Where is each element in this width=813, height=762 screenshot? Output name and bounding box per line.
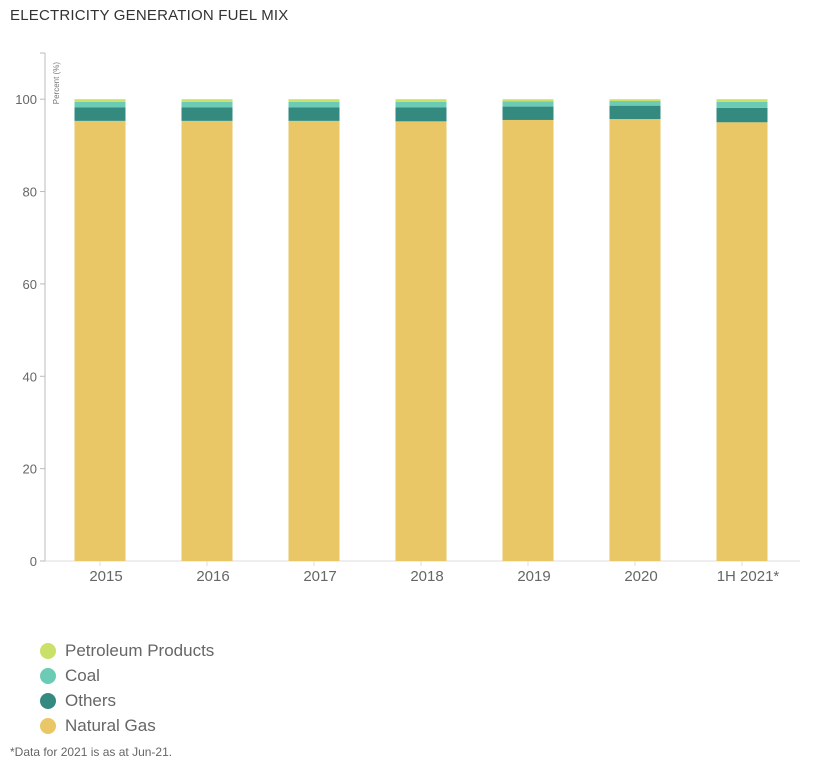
legend-item[interactable]: Coal — [40, 663, 214, 688]
legend-item[interactable]: Others — [40, 688, 214, 713]
legend-item[interactable]: Natural Gas — [40, 713, 214, 738]
bar-segment-coal[interactable] — [395, 101, 447, 108]
bar-segment-coal[interactable] — [74, 101, 126, 108]
bar-segment-others[interactable] — [502, 106, 554, 120]
legend: Petroleum Products Coal Others Natural Gas — [40, 638, 214, 738]
bar-segment-coal[interactable] — [181, 101, 233, 108]
bar-segment-petroleum-products[interactable] — [716, 99, 768, 102]
x-tick-label: 1H 2021* — [717, 568, 780, 585]
legend-label: Coal — [65, 665, 100, 685]
bar-segment-natural-gas[interactable] — [395, 121, 447, 561]
bar-segment-coal[interactable] — [609, 101, 661, 106]
bar-segment-others[interactable] — [181, 107, 233, 121]
legend-swatch — [40, 667, 56, 684]
y-tick-label: 20 — [23, 462, 37, 477]
bar-segment-natural-gas[interactable] — [288, 120, 340, 562]
bar-segment-others[interactable] — [74, 107, 126, 121]
x-tick-label: 2019 — [517, 568, 550, 585]
bar-segment-petroleum-products[interactable] — [609, 99, 661, 102]
x-tick-label: 2015 — [89, 568, 122, 585]
bar-segment-natural-gas[interactable] — [502, 119, 554, 562]
x-tick-label: 2017 — [303, 568, 336, 585]
bar-segment-others[interactable] — [716, 107, 768, 123]
legend-swatch — [40, 692, 56, 709]
bar-segment-petroleum-products[interactable] — [502, 99, 554, 102]
y-tick-label: 60 — [23, 277, 37, 292]
bar-segment-natural-gas[interactable] — [609, 119, 661, 561]
footnote: *Data for 2021 is as at Jun-21. — [10, 745, 173, 759]
y-tick-label: 40 — [23, 369, 37, 384]
bar-segment-others[interactable] — [288, 107, 340, 121]
x-tick-label: 2020 — [624, 568, 657, 585]
bar-segment-others[interactable] — [609, 105, 661, 120]
y-axis-label: Percent (%) — [52, 62, 61, 105]
bar-segment-coal[interactable] — [716, 101, 768, 108]
bar-segment-petroleum-products[interactable] — [181, 99, 233, 102]
legend-label: Natural Gas — [65, 715, 156, 735]
bar-segment-coal[interactable] — [288, 101, 340, 108]
bar-segment-petroleum-products[interactable] — [74, 99, 126, 102]
bar-segment-petroleum-products[interactable] — [395, 99, 447, 102]
legend-label: Petroleum Products — [65, 640, 215, 660]
legend-swatch — [40, 717, 56, 734]
y-tick-label: 80 — [23, 185, 37, 200]
y-tick-label: 0 — [30, 554, 37, 569]
bar-segment-natural-gas[interactable] — [74, 120, 126, 562]
y-tick-label: 100 — [15, 92, 37, 107]
legend-item[interactable]: Petroleum Products — [40, 638, 214, 663]
stacked-bar-chart: 0 20 40 60 80 100 Percent (%) 2015 2016 2017 2018 2… — [15, 52, 800, 585]
bar-segment-petroleum-products[interactable] — [288, 99, 340, 102]
x-tick-label: 2018 — [410, 568, 443, 585]
legend-swatch — [40, 642, 56, 659]
bar-segment-coal[interactable] — [502, 101, 554, 107]
x-tick-label: 2016 — [196, 568, 229, 585]
bar-segment-natural-gas[interactable] — [716, 122, 768, 561]
bar-segment-others[interactable] — [395, 107, 447, 122]
chart-title: ELECTRICITY GENERATION FUEL MIX — [10, 7, 289, 24]
legend-label: Others — [65, 690, 117, 710]
bar-segment-natural-gas[interactable] — [181, 120, 233, 562]
